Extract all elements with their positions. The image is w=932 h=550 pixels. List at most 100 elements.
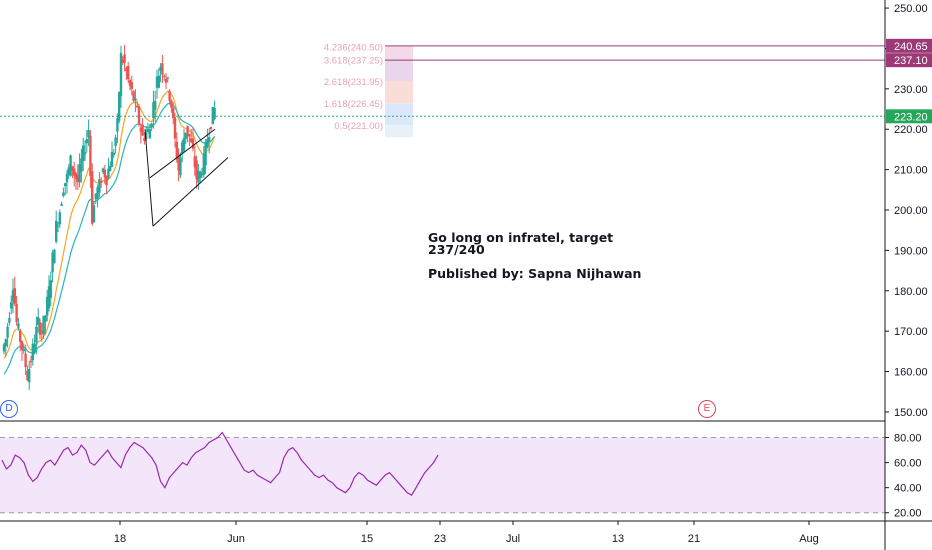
candle-body <box>35 326 38 343</box>
candle-body <box>17 323 20 328</box>
candle-body <box>85 139 88 144</box>
candle-body <box>148 129 151 139</box>
time-tick-label: Jul <box>506 533 520 545</box>
candle-body <box>157 75 160 88</box>
current-price-label: 223.20 <box>894 111 928 123</box>
candle-body <box>134 98 137 101</box>
candle-body <box>38 322 42 335</box>
fib-label: 2.618(231.95) <box>324 77 383 88</box>
candle-body <box>184 132 187 139</box>
time-tick-label: 21 <box>688 533 700 545</box>
rsi-tick-label: 20.00 <box>894 508 922 520</box>
fib-band <box>385 103 413 126</box>
target-level-label: 237.10 <box>894 55 928 67</box>
candle-body <box>98 179 101 193</box>
price-tick-label: 150.00 <box>894 407 928 419</box>
candle-body <box>152 102 155 119</box>
ema-line <box>3 102 216 375</box>
candle-body <box>65 173 69 183</box>
candle-body <box>141 124 144 136</box>
candle-body <box>175 141 178 160</box>
candle-body <box>168 90 171 101</box>
candle-body <box>53 249 56 264</box>
fib-band <box>385 46 413 60</box>
fibonacci-zone: 4.236(240.50) 3.618(237.25) 2.618(231.95) 1… <box>324 42 413 138</box>
candle-body <box>186 125 189 137</box>
candle-body <box>92 205 96 223</box>
candle-body <box>128 79 132 86</box>
candle-body <box>164 79 168 83</box>
candle-body <box>137 107 141 124</box>
price-tick-label: 230.00 <box>894 84 928 96</box>
candle-body <box>42 315 45 335</box>
candle-body <box>193 156 196 168</box>
candle-body <box>29 360 33 363</box>
candle-body <box>195 160 198 180</box>
candle-body <box>76 175 79 182</box>
candle-body <box>55 220 58 242</box>
dividend-marker[interactable]: D <box>0 400 18 418</box>
candle-body <box>49 280 52 298</box>
target-level-tag <box>886 38 932 53</box>
candle-body <box>62 192 65 197</box>
candle-body <box>143 137 146 141</box>
candle-body <box>211 107 214 125</box>
candle-body <box>199 171 202 178</box>
candle-body <box>163 75 166 77</box>
candle-body <box>118 92 121 121</box>
target-level-lines <box>0 45 885 117</box>
candle-body <box>46 296 49 316</box>
trade-note-text: Go long on infratel, target 237/240 <box>428 230 614 257</box>
time-tick-label: Jun <box>227 533 245 545</box>
candle-body <box>172 107 175 119</box>
earnings-marker[interactable]: E <box>698 400 716 418</box>
candle-body <box>44 315 47 322</box>
candle-body <box>159 66 162 71</box>
candle-body <box>213 107 216 120</box>
candle-body <box>2 344 6 352</box>
time-tick-label: 23 <box>434 533 446 545</box>
candle-body <box>136 105 139 108</box>
fib-label: 3.618(237.25) <box>324 56 383 67</box>
candle-body <box>40 331 43 333</box>
candle-body <box>155 76 159 88</box>
moving-averages <box>3 90 216 375</box>
candle-body <box>101 168 105 172</box>
candle-body <box>150 123 153 128</box>
candle-body <box>166 77 169 79</box>
fib-band <box>385 80 413 104</box>
time-tick-label: 15 <box>361 533 373 545</box>
candle-body <box>125 67 128 72</box>
channel-left <box>144 129 154 227</box>
candle-body <box>190 138 193 143</box>
candle-body <box>20 341 24 350</box>
candle-body <box>15 304 18 323</box>
candle-body <box>96 187 99 199</box>
candle-body <box>179 157 182 176</box>
time-axis: 18 Jun 15 23 Jul 13 21 Aug <box>114 521 819 545</box>
candle-body <box>31 343 34 361</box>
candle-body <box>13 288 16 304</box>
price-tick-label: 160.00 <box>894 367 928 379</box>
candle-body <box>105 176 108 186</box>
candle-body <box>173 117 177 139</box>
candle-body <box>208 137 211 143</box>
ema-line <box>3 90 216 359</box>
rsi-line <box>1 431 439 497</box>
candle-body <box>87 130 90 138</box>
candle-body <box>200 174 204 176</box>
channel-upper <box>149 128 216 179</box>
price-tick-label: 200.00 <box>894 205 928 217</box>
candle-body <box>154 100 157 110</box>
price-tick-label: 250.00 <box>894 3 928 15</box>
candle-body <box>109 166 112 171</box>
candle-body <box>145 132 148 140</box>
target-level-label: 240.65 <box>894 41 928 53</box>
candle-body <box>24 353 27 368</box>
candle-body <box>91 171 94 224</box>
candle-body <box>11 289 15 302</box>
rsi-tick-label: 60.00 <box>894 458 922 470</box>
price-tick-label: 180.00 <box>894 286 928 298</box>
